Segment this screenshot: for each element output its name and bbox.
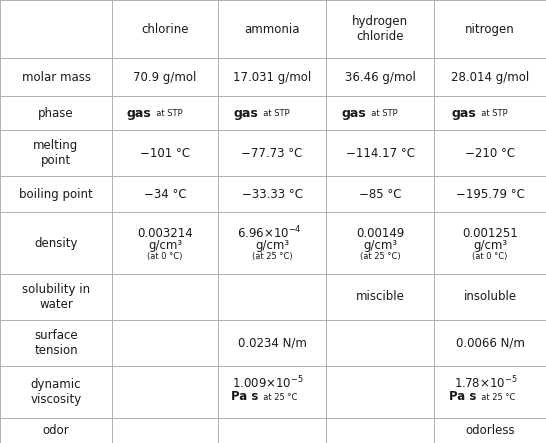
Text: odor: odor xyxy=(43,424,69,437)
Text: −101 °C: −101 °C xyxy=(140,147,190,159)
Text: solubility in
water: solubility in water xyxy=(22,283,90,311)
Text: at STP: at STP xyxy=(258,109,289,117)
Text: dynamic
viscosity: dynamic viscosity xyxy=(31,378,81,406)
Text: −33.33 °C: −33.33 °C xyxy=(241,187,302,201)
Text: boiling point: boiling point xyxy=(19,187,93,201)
Text: 6.96$\times$10$^{-4}$: 6.96$\times$10$^{-4}$ xyxy=(236,225,301,241)
Text: (at 25 °C): (at 25 °C) xyxy=(252,253,292,261)
Text: g/cm³: g/cm³ xyxy=(148,238,182,252)
Text: miscible: miscible xyxy=(355,291,405,303)
Text: gas: gas xyxy=(341,106,366,120)
Text: phase: phase xyxy=(38,106,74,120)
Text: insoluble: insoluble xyxy=(464,291,517,303)
Text: −210 °C: −210 °C xyxy=(465,147,515,159)
Text: surface
tension: surface tension xyxy=(34,329,78,357)
Text: g/cm³: g/cm³ xyxy=(255,238,289,252)
Text: at STP: at STP xyxy=(151,109,182,117)
Text: gas: gas xyxy=(451,106,476,120)
Text: at STP: at STP xyxy=(476,109,508,117)
Text: 1.009$\times$10$^{-5}$: 1.009$\times$10$^{-5}$ xyxy=(232,375,304,391)
Text: hydrogen
chloride: hydrogen chloride xyxy=(352,15,408,43)
Text: g/cm³: g/cm³ xyxy=(363,238,397,252)
Text: at 25 °C: at 25 °C xyxy=(258,392,298,401)
Text: 0.0066 N/m: 0.0066 N/m xyxy=(455,337,525,350)
Text: 36.46 g/mol: 36.46 g/mol xyxy=(345,70,416,83)
Text: 70.9 g/mol: 70.9 g/mol xyxy=(133,70,197,83)
Text: (at 0 °C): (at 0 °C) xyxy=(147,253,183,261)
Text: (at 0 °C): (at 0 °C) xyxy=(472,253,508,261)
Text: nitrogen: nitrogen xyxy=(465,23,515,35)
Text: −85 °C: −85 °C xyxy=(359,187,401,201)
Text: gas: gas xyxy=(126,106,151,120)
Text: Pa s: Pa s xyxy=(449,390,476,404)
Text: 0.00149: 0.00149 xyxy=(356,226,404,240)
Text: chlorine: chlorine xyxy=(141,23,189,35)
Text: 28.014 g/mol: 28.014 g/mol xyxy=(451,70,529,83)
Text: melting
point: melting point xyxy=(33,139,79,167)
Text: −114.17 °C: −114.17 °C xyxy=(346,147,414,159)
Text: 0.001251: 0.001251 xyxy=(462,226,518,240)
Text: 1.78$\times$10$^{-5}$: 1.78$\times$10$^{-5}$ xyxy=(454,375,518,391)
Text: density: density xyxy=(34,237,78,249)
Text: molar mass: molar mass xyxy=(21,70,91,83)
Text: 0.003214: 0.003214 xyxy=(137,226,193,240)
Text: at STP: at STP xyxy=(366,109,397,117)
Text: gas: gas xyxy=(233,106,258,120)
Text: −195.79 °C: −195.79 °C xyxy=(455,187,525,201)
Text: −34 °C: −34 °C xyxy=(144,187,186,201)
Text: −77.73 °C: −77.73 °C xyxy=(241,147,302,159)
Text: Pa s: Pa s xyxy=(230,390,258,404)
Text: odorless: odorless xyxy=(465,424,515,437)
Text: 17.031 g/mol: 17.031 g/mol xyxy=(233,70,311,83)
Text: ammonia: ammonia xyxy=(244,23,300,35)
Text: (at 25 °C): (at 25 °C) xyxy=(360,253,400,261)
Text: g/cm³: g/cm³ xyxy=(473,238,507,252)
Text: 0.0234 N/m: 0.0234 N/m xyxy=(238,337,306,350)
Text: at 25 °C: at 25 °C xyxy=(476,392,515,401)
